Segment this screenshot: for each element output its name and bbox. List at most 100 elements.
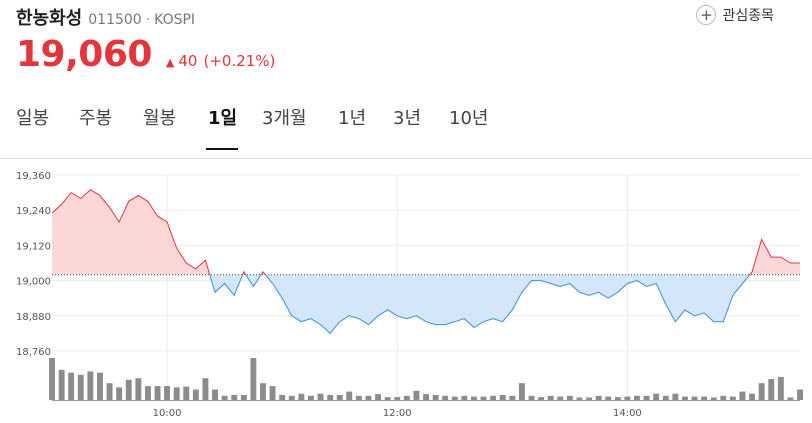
x-tick-label: 12:00 (383, 408, 412, 419)
volume-bar (231, 395, 238, 400)
x-tick-label: 10:00 (153, 408, 182, 419)
volume-bars (49, 358, 803, 401)
price-area (52, 189, 800, 335)
price-line-down (209, 274, 751, 335)
volume-bar (212, 389, 218, 400)
volume-bar (566, 395, 573, 400)
volume-bar (758, 383, 765, 400)
volume-bar (710, 397, 717, 400)
volume-bar (432, 395, 439, 400)
volume-bar (672, 393, 679, 400)
volume-bar (490, 395, 497, 400)
current-price: 19,060 (16, 34, 152, 75)
volume-bar (125, 379, 132, 400)
volume-bar (729, 396, 736, 400)
volume-bar (336, 395, 343, 400)
volume-bar (682, 396, 688, 400)
volume-bar (106, 383, 113, 400)
separator-dot: · (145, 12, 151, 28)
add-watchlist-button[interactable]: + 관심종목 (696, 5, 774, 25)
volume-bar (662, 395, 669, 400)
volume-bar (365, 395, 372, 400)
volume-bar (298, 393, 305, 400)
volume-bar (605, 396, 612, 400)
volume-bar (154, 386, 161, 400)
volume-bar (164, 386, 170, 400)
price-line-up (52, 189, 800, 275)
volume-bar (116, 387, 123, 400)
intraday-chart: 19,360 19,240 19,120 19,000 18,880 18,760 10:0… (0, 158, 812, 419)
volume-bar (653, 393, 660, 400)
axis-labels: 19,360 19,240 19,120 19,000 18,880 18,760 10:0… (16, 171, 642, 419)
plus-icon: + (696, 5, 717, 25)
volume-bar (327, 395, 334, 400)
volume-bar (192, 389, 199, 400)
tab-4[interactable]: 3개월 (262, 108, 307, 129)
volume-bar (557, 396, 564, 400)
volume-bar (643, 395, 650, 400)
market-name: KOSPI (154, 12, 196, 28)
x-tick-label: 14:00 (613, 408, 642, 419)
price-row: 19,060 ▲ 40 (+0.21%) (16, 34, 275, 75)
y-tick-label: 19,000 (16, 277, 51, 288)
volume-bar (499, 395, 506, 400)
volume-bar (269, 386, 276, 400)
active-tab-underline (206, 148, 238, 150)
stock-code: 011500 (88, 12, 142, 28)
volume-bar (173, 387, 180, 400)
tab-1[interactable]: 주봉 (79, 108, 113, 129)
volume-bar (279, 395, 286, 400)
volume-bar (586, 397, 592, 400)
volume-bar (624, 396, 631, 400)
volume-bar (701, 396, 708, 400)
tab-2[interactable]: 월봉 (143, 108, 177, 129)
volume-bar (576, 397, 583, 400)
tab-3[interactable]: 1일 (208, 108, 238, 129)
tab-7[interactable]: 10년 (449, 108, 489, 129)
volume-bar (528, 395, 535, 400)
y-tick-label: 19,120 (16, 241, 51, 252)
volume-bar (403, 395, 410, 400)
volume-bar (634, 395, 640, 400)
volume-bar (413, 390, 420, 400)
volume-bar (739, 391, 746, 400)
tab-6[interactable]: 3년 (393, 108, 422, 129)
volume-bar (768, 379, 775, 400)
volume-bar (614, 397, 621, 400)
volume-bar (423, 394, 429, 400)
volume-bar (538, 397, 544, 400)
volume-bar (250, 358, 257, 400)
volume-bar (691, 396, 698, 400)
volume-bar (135, 378, 142, 400)
stock-header: 한농화성 011500 · KOSPI (16, 4, 196, 29)
volume-bar (145, 386, 151, 400)
change-percent: (+0.21%) (203, 52, 276, 70)
volume-bar (183, 386, 190, 400)
y-tick-label: 19,240 (16, 206, 51, 217)
volume-bar (221, 395, 228, 400)
volume-bar (442, 395, 449, 400)
volume-bar (595, 395, 602, 400)
tab-0[interactable]: 일봉 (16, 108, 50, 129)
volume-bar (87, 371, 94, 400)
volume-bar (461, 395, 468, 400)
volume-bar (308, 395, 314, 400)
volume-bar (749, 393, 755, 400)
price-area-down (209, 274, 750, 334)
stock-name: 한농화성 (16, 8, 83, 29)
up-arrow-icon: ▲ (165, 56, 175, 69)
change-amount: 40 (178, 52, 198, 70)
volume-bar (97, 372, 103, 400)
volume-bar (797, 389, 803, 400)
volume-bar (480, 396, 487, 400)
tab-5[interactable]: 1년 (338, 108, 367, 129)
volume-bar (451, 396, 458, 400)
volume-bar (202, 378, 209, 400)
volume-bar (375, 394, 381, 400)
volume-bar (720, 395, 727, 400)
volume-bar (787, 397, 794, 400)
y-tick-label: 18,760 (16, 347, 51, 358)
volume-bar (471, 396, 477, 400)
volume-bar (346, 391, 353, 400)
y-tick-label: 19,360 (16, 171, 51, 182)
